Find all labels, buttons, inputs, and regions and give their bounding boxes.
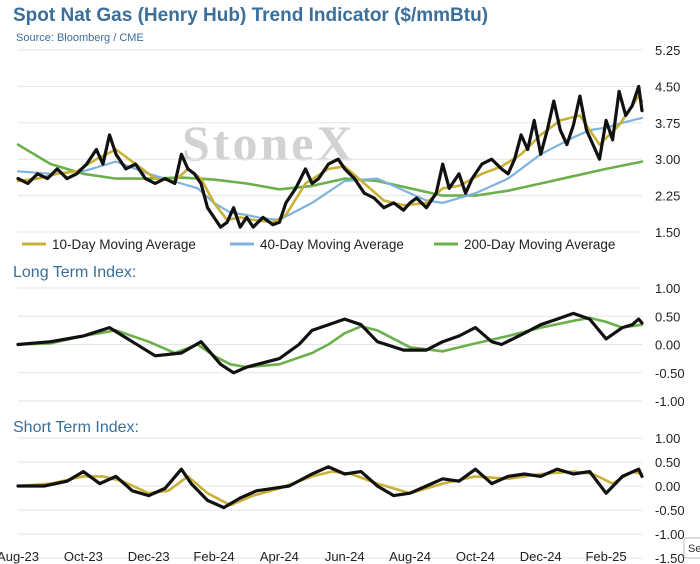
x-tick-label: Oct-24 — [456, 549, 495, 564]
x-tick-label: Dec-24 — [520, 549, 562, 564]
y-tick-label: 1.00 — [655, 281, 680, 296]
y-tick-label: 5.25 — [655, 43, 680, 58]
long-term-y-axis: 1.00 0.50 0.00 -0.50 -1.00 — [655, 281, 685, 409]
y-tick-label: -0.50 — [655, 366, 685, 381]
y-tick-label: 2.25 — [655, 189, 680, 204]
legend: 10-Day Moving Average 40-Day Moving Aver… — [22, 237, 615, 252]
x-tick-label: Aug-24 — [389, 549, 431, 564]
x-tick-label: Dec-23 — [128, 549, 170, 564]
x-tick-label: Apr-24 — [260, 549, 299, 564]
x-axis: Aug-23 Oct-23 Dec-23 Feb-24 Apr-24 Jun-24 Aug-… — [0, 549, 627, 564]
series-line-ma200-panel-0 — [16, 143, 644, 197]
series-line-price-panel-1 — [16, 311, 644, 375]
badge-box — [683, 537, 700, 559]
legend-label-ma40: 40-Day Moving Average — [260, 237, 404, 252]
y-tick-label: -1.50 — [655, 551, 685, 564]
short-term-gridlines — [18, 437, 642, 559]
chart-source: Source: Bloomberg / CME — [16, 32, 144, 44]
y-tick-label: -0.50 — [655, 503, 685, 518]
series-line-ma200-panel-1 — [16, 316, 644, 369]
y-tick-label: 3.75 — [655, 116, 680, 131]
watermark-logo: StoneX — [182, 115, 356, 171]
y-tick-label: 0.50 — [655, 455, 680, 470]
legend-label-ma10: 10-Day Moving Average — [52, 237, 196, 252]
price-series-group — [16, 84, 644, 229]
x-tick-label: Aug-23 — [0, 549, 39, 564]
y-tick-label: 0.00 — [655, 338, 680, 353]
legend-label-ma200: 200-Day Moving Average — [464, 237, 615, 252]
y-tick-label: 1.00 — [655, 431, 680, 446]
series-line-ma10-panel-0 — [16, 94, 644, 224]
price-y-axis: 1.50 2.25 3.00 3.75 4.50 5.25 — [655, 43, 680, 240]
y-tick-label: -1.00 — [655, 527, 685, 542]
x-tick-label: Feb-25 — [585, 549, 626, 564]
partial-badge[interactable]: Se — [683, 537, 700, 559]
series-line-price-panel-2 — [16, 465, 644, 510]
y-tick-label: 3.00 — [655, 152, 680, 167]
short-term-index-panel: 1.00 0.50 0.00 -0.50 -1.00 -1.50 — [16, 431, 685, 564]
y-tick-label: 0.00 — [655, 479, 680, 494]
series-line-price-panel-0 — [16, 84, 644, 229]
x-tick-label: Oct-23 — [64, 549, 103, 564]
chart-title: Spot Nat Gas (Henry Hub) Trend Indicator… — [13, 5, 488, 26]
short-term-y-axis: 1.00 0.50 0.00 -0.50 -1.00 -1.50 — [655, 431, 685, 564]
x-tick-label: Feb-24 — [193, 549, 234, 564]
y-tick-label: 1.50 — [655, 225, 680, 240]
badge-label: Se — [688, 543, 700, 555]
y-tick-label: -1.00 — [655, 394, 685, 409]
short-term-series-group — [16, 465, 644, 510]
short-term-index-title: Short Term Index: — [13, 419, 139, 436]
long-term-series-group — [16, 311, 644, 375]
x-tick-label: Jun-24 — [325, 549, 365, 564]
price-gridlines — [18, 49, 642, 233]
y-tick-label: 0.50 — [655, 309, 680, 324]
y-tick-label: 4.50 — [655, 79, 680, 94]
long-term-index-panel: 1.00 0.50 0.00 -0.50 -1.00 — [16, 281, 685, 409]
price-panel: 1.50 2.25 3.00 3.75 4.50 5.25 — [16, 43, 680, 240]
long-term-index-title: Long Term Index: — [13, 264, 136, 281]
